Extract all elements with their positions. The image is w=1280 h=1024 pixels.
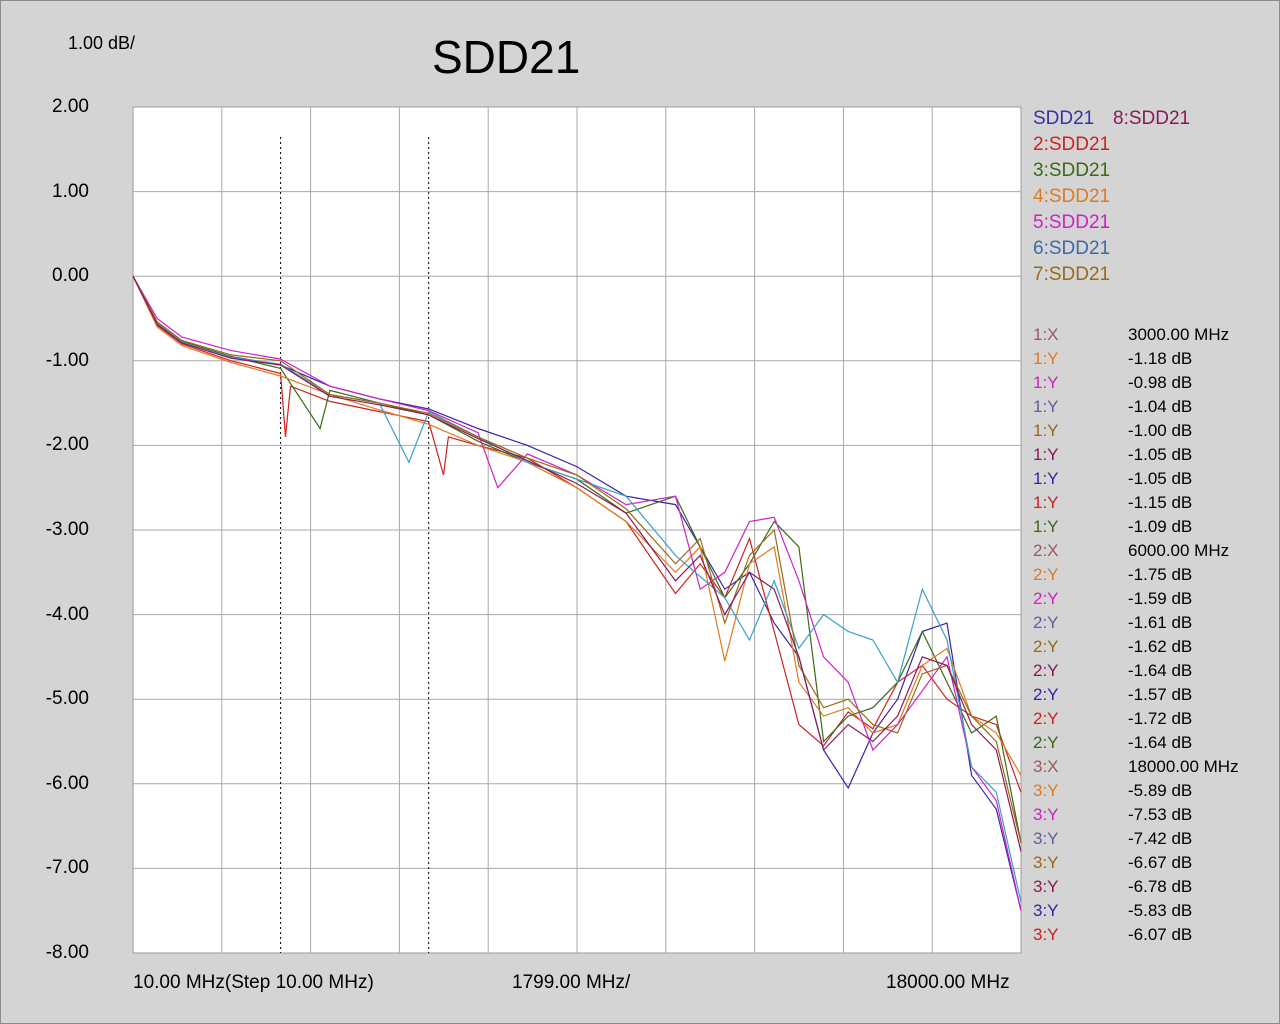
marker-label: 1:Y [1033,517,1059,536]
marker-value: -6.07 dB [1128,925,1193,944]
marker-label: 2:Y [1033,709,1059,728]
marker-label: 3:Y [1033,853,1059,872]
marker-label: 1:Y [1033,397,1059,416]
marker-value: -1.75 dB [1128,565,1193,584]
marker-label: 2:Y [1033,661,1059,680]
marker-value: -1.05 dB [1128,445,1193,464]
series-line [132,275,1022,844]
marker-value: 3000.00 MHz [1128,325,1230,344]
marker-value: -1.15 dB [1128,493,1193,512]
legend-item: 5:SDD21 [1033,212,1111,233]
marker-label: 3:Y [1033,829,1059,848]
legend-item: 6:SDD21 [1033,238,1111,259]
legend-item: 8:SDD21 [1113,108,1191,129]
y-tick-label: 1.00 [52,180,89,202]
x-start-label: 10.00 MHz(Step 10.00 MHz) [133,972,374,993]
marker-value: -1.72 dB [1128,709,1193,728]
x-stop-label: 18000.00 MHz [886,972,1010,993]
marker-label: 2:Y [1033,685,1059,704]
y-tick-label: -1.00 [45,349,89,371]
series-line [132,275,1022,911]
series-line [132,275,1022,776]
marker-label: 2:Y [1033,565,1059,584]
marker-value: -1.64 dB [1128,733,1193,752]
marker-label: 3:Y [1033,925,1059,944]
marker-value: -6.78 dB [1128,877,1193,896]
y-tick-label: -6.00 [45,772,89,794]
y-tick-label: -7.00 [45,857,89,879]
marker-value: -1.18 dB [1128,349,1193,368]
scale-label: 1.00 dB/ [68,33,136,53]
marker-value: -5.83 dB [1128,901,1193,920]
y-tick-label: -5.00 [45,688,89,710]
marker-label: 3:Y [1033,877,1059,896]
x-division-label: 1799.00 MHz/ [512,972,631,993]
y-tick-label: -4.00 [45,603,89,625]
marker-value: -1.57 dB [1128,685,1193,704]
marker-value: 18000.00 MHz [1128,757,1239,776]
marker-value: -7.53 dB [1128,805,1193,824]
marker-label: 2:Y [1033,637,1059,656]
marker-value: -0.98 dB [1128,373,1193,392]
chart-title: SDD21 [432,31,581,83]
marker-label: 3:Y [1033,781,1059,800]
marker-label: 3:Y [1033,901,1059,920]
series-line [132,275,1022,903]
marker-label: 1:X [1033,325,1059,344]
y-tick-label: 0.00 [52,265,89,287]
marker-label: 1:Y [1033,373,1059,392]
legend-item: SDD21 [1033,108,1095,129]
marker-value: -5.89 dB [1128,781,1193,800]
y-tick-label: -2.00 [45,434,89,456]
legend-item: 3:SDD21 [1033,160,1111,181]
marker-label: 3:Y [1033,805,1059,824]
marker-value: -1.61 dB [1128,613,1193,632]
marker-label: 1:Y [1033,445,1059,464]
y-tick-label: 2.00 [52,96,89,117]
marker-label: 2:Y [1033,733,1059,752]
marker-label: 1:Y [1033,493,1059,512]
marker-label: 2:Y [1033,613,1059,632]
marker-value: -1.09 dB [1128,517,1193,536]
marker-value: 6000.00 MHz [1128,541,1230,560]
marker-label: 1:Y [1033,349,1059,368]
y-tick-label: -8.00 [45,942,89,963]
marker-label: 1:Y [1033,469,1059,488]
marker-value: -1.00 dB [1128,421,1193,440]
marker-label: 1:Y [1033,421,1059,440]
marker-value: -1.59 dB [1128,589,1193,608]
y-tick-label: -3.00 [45,519,89,540]
legend-item: 7:SDD21 [1033,264,1111,285]
series-line [132,275,1022,852]
marker-label: 3:X [1033,757,1059,776]
legend-item: 2:SDD21 [1033,134,1111,155]
marker-value: -1.62 dB [1128,637,1193,656]
marker-label: 2:X [1033,541,1059,560]
legend-item: 4:SDD21 [1033,186,1111,207]
marker-value: -1.04 dB [1128,397,1193,416]
marker-label: 2:Y [1033,589,1059,608]
marker-value: -1.64 dB [1128,661,1193,680]
marker-value: -1.05 dB [1128,469,1193,488]
marker-value: -6.67 dB [1128,853,1193,872]
marker-value: -7.42 dB [1128,829,1193,848]
